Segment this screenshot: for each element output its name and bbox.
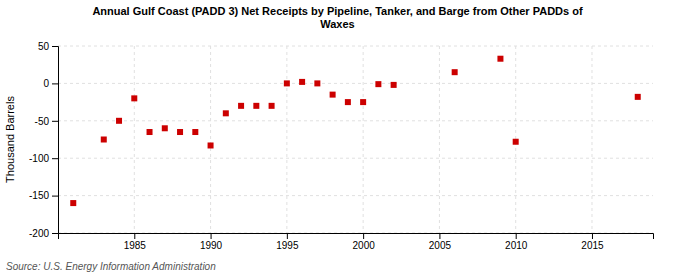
x-tick: 2010	[505, 233, 528, 251]
point	[162, 125, 168, 131]
point	[208, 142, 214, 148]
title-line: Annual Gulf Coast (PADD 3) Net Receipts …	[92, 5, 583, 17]
x-tick: 2000	[353, 233, 376, 251]
y-tick-mark	[52, 121, 58, 122]
y-tick-label: 50	[38, 41, 50, 52]
point	[223, 110, 229, 116]
y-tick-mark	[52, 83, 58, 84]
point	[497, 56, 503, 62]
y-axis: -200 -150 -100 -50 0 50	[29, 41, 59, 239]
grid-line-y	[58, 83, 653, 84]
y-tick-mark	[52, 196, 58, 197]
grid-line-x	[363, 46, 364, 233]
x-tick-label: 2005	[429, 240, 452, 251]
y-tick-mark	[52, 158, 58, 159]
x-axis: 1985 1990 1995 2000 2005 2010 2015	[59, 233, 654, 251]
x-tick-label: 2010	[505, 240, 528, 251]
x-tick-label: 1990	[200, 240, 223, 251]
point	[70, 200, 76, 206]
y-axis-title: Thousand Barrels	[4, 96, 16, 183]
y-tick-label: -100	[29, 153, 49, 164]
point	[452, 69, 458, 75]
point	[314, 80, 320, 86]
x-tick-mark	[439, 233, 440, 239]
y-tick-mark	[52, 233, 58, 234]
grid-line-x	[134, 46, 135, 233]
point	[635, 94, 641, 100]
grid-line-y	[58, 195, 653, 196]
y-tick: -50	[35, 116, 58, 127]
grid-line-x	[591, 46, 592, 233]
point	[513, 139, 519, 145]
point	[147, 129, 153, 135]
point	[330, 92, 336, 98]
y-tick-mark	[52, 46, 58, 47]
point	[131, 95, 137, 101]
grid-line-y	[58, 46, 653, 47]
source: Source: U.S. Energy Information Administ…	[6, 261, 216, 272]
y-tick: 50	[38, 41, 58, 52]
plot: 1985 1990 1995 2000 2005 2010 2015 -200 -150 -100…	[29, 41, 654, 251]
point	[375, 81, 381, 87]
point	[116, 118, 122, 124]
x-tick-mark	[287, 233, 288, 239]
title-line: Waxes	[320, 18, 354, 30]
y-tick-label: -50	[35, 116, 50, 127]
point	[177, 129, 183, 135]
grid-line-y	[58, 120, 653, 121]
x-tick: 1990	[200, 233, 223, 251]
point	[284, 80, 290, 86]
grid	[58, 46, 653, 233]
point	[391, 82, 397, 88]
x-tick: 2015	[581, 233, 604, 251]
x-tick-mark	[592, 233, 593, 239]
y-tick-label: 0	[43, 78, 49, 89]
point	[101, 137, 107, 143]
y-tick: -150	[29, 190, 58, 201]
grid-line-y	[58, 158, 653, 159]
y-tick: 0	[43, 78, 58, 89]
grid-line-x	[210, 46, 211, 233]
y-axis-line	[52, 47, 59, 234]
x-tick-label: 1995	[276, 240, 299, 251]
y-tick: -200	[29, 228, 58, 239]
point	[299, 79, 305, 85]
x-tick: 1985	[124, 233, 147, 251]
x-tick-mark	[516, 233, 517, 239]
y-tick-label: -200	[29, 228, 49, 239]
x-tick-label: 2015	[581, 240, 604, 251]
x-tick: 1995	[276, 233, 299, 251]
point	[192, 129, 198, 135]
point	[360, 99, 366, 105]
x-axis-line	[59, 234, 654, 240]
x-tick-label: 1985	[124, 240, 147, 251]
x-tick-mark	[211, 233, 212, 239]
grid-line-x	[439, 46, 440, 233]
title: Annual Gulf Coast (PADD 3) Net Receipts …	[92, 5, 583, 30]
grid-line-x	[286, 46, 287, 233]
x-tick-mark	[363, 233, 364, 239]
point	[253, 103, 259, 109]
x-tick-label: 2000	[353, 240, 376, 251]
chart: Annual Gulf Coast (PADD 3) Net Receipts …	[0, 0, 675, 275]
x-tick: 2005	[429, 233, 452, 251]
point	[238, 103, 244, 109]
y-tick: -100	[29, 153, 58, 164]
x-tick-mark	[134, 233, 135, 239]
point	[345, 99, 351, 105]
point	[269, 103, 275, 109]
points	[70, 56, 640, 206]
y-tick-label: -150	[29, 190, 49, 201]
